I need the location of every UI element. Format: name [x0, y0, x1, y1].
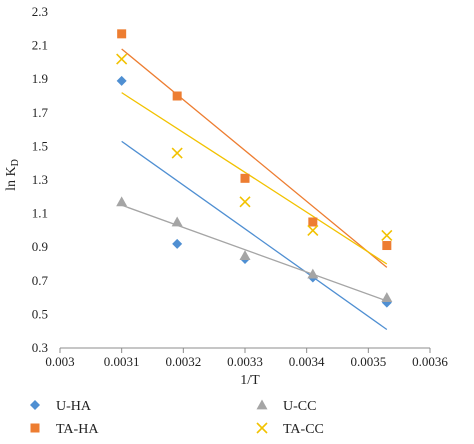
point-ta-ha	[308, 217, 318, 227]
x-tick-label: 0.0034	[289, 354, 325, 369]
x-tick-label: 0.0035	[350, 354, 386, 369]
x-tick-label: 0.0036	[412, 354, 448, 369]
point-u-ha	[116, 75, 127, 86]
trendline-ta-cc	[121, 92, 388, 265]
trendline-layer	[121, 48, 388, 331]
point-u-cc	[116, 196, 128, 207]
point-ta-cc	[171, 147, 183, 159]
y-tick-label: 1.7	[32, 105, 49, 120]
point-ta-cc	[239, 196, 251, 208]
point-u-cc	[239, 250, 251, 260]
x-tick-label: 0.003	[45, 354, 74, 369]
legend-item-u-cc: U-CC	[256, 399, 316, 414]
legend-marker-ta-cc	[256, 422, 268, 434]
legend: U-HA U-CC TA-HA TA-CC	[30, 399, 324, 437]
y-tick-label: 0.5	[32, 306, 48, 321]
x-marker-stroke	[307, 224, 319, 236]
y-tick-label: 0.9	[32, 239, 48, 254]
point-u-cc	[307, 268, 319, 279]
y-axis-title-sub: D	[10, 159, 21, 166]
trendline-ta-ha	[121, 48, 388, 268]
point-u-ha	[172, 238, 183, 249]
axes-layer: 0.003 0.0031 0.0032 0.0033 0.0034 0.0035 0.003…	[32, 4, 449, 369]
x-tick-label: 0.0033	[227, 354, 263, 369]
y-tick-label: 1.3	[32, 172, 48, 187]
y-axis-title: ln KD	[4, 159, 21, 191]
point-ta-cc	[307, 224, 319, 236]
legend-item-u-ha: U-HA	[30, 399, 92, 414]
trendline-u-cc	[121, 204, 388, 302]
legend-label: TA-CC	[283, 422, 324, 437]
x-axis-title: 1/T	[240, 373, 260, 388]
y-tick-label: 2.3	[32, 4, 48, 19]
point-ta-ha	[240, 173, 250, 183]
legend-label: U-HA	[56, 399, 92, 414]
trendline-u-ha	[121, 140, 388, 331]
y-tick-label: 1.5	[32, 138, 48, 153]
point-ta-cc	[116, 53, 128, 65]
y-tick-label: 0.3	[32, 340, 48, 355]
y-tick-label: 1.9	[32, 71, 48, 86]
point-ta-cc	[381, 229, 393, 242]
legend-marker-ta-ha	[30, 423, 40, 433]
y-axis-title-main: ln K	[4, 166, 19, 191]
point-ta-ha	[117, 29, 127, 39]
legend-label: U-CC	[283, 399, 316, 414]
legend-marker-u-ha	[30, 400, 40, 410]
points-layer	[116, 29, 393, 308]
legend-item-ta-ha: TA-HA	[30, 422, 99, 437]
x-marker-stroke	[171, 147, 183, 159]
point-u-cc	[171, 216, 183, 227]
point-ta-ha	[172, 91, 182, 101]
y-tick-label: 0.7	[32, 273, 49, 288]
x-marker-stroke	[116, 53, 128, 65]
x-marker-stroke	[381, 229, 393, 242]
point-ta-ha	[382, 241, 392, 251]
x-tick-label: 0.0031	[104, 354, 140, 369]
point-u-cc	[381, 292, 393, 302]
legend-marker-u-cc	[256, 399, 268, 410]
y-tick-label: 1.1	[32, 206, 48, 221]
legend-label: TA-HA	[56, 422, 99, 437]
x-marker-stroke	[239, 196, 251, 208]
x-marker-stroke	[256, 422, 268, 434]
y-tick-label: 2.1	[32, 38, 48, 53]
x-tick-label: 0.0032	[165, 354, 201, 369]
legend-item-ta-cc: TA-CC	[256, 422, 324, 437]
